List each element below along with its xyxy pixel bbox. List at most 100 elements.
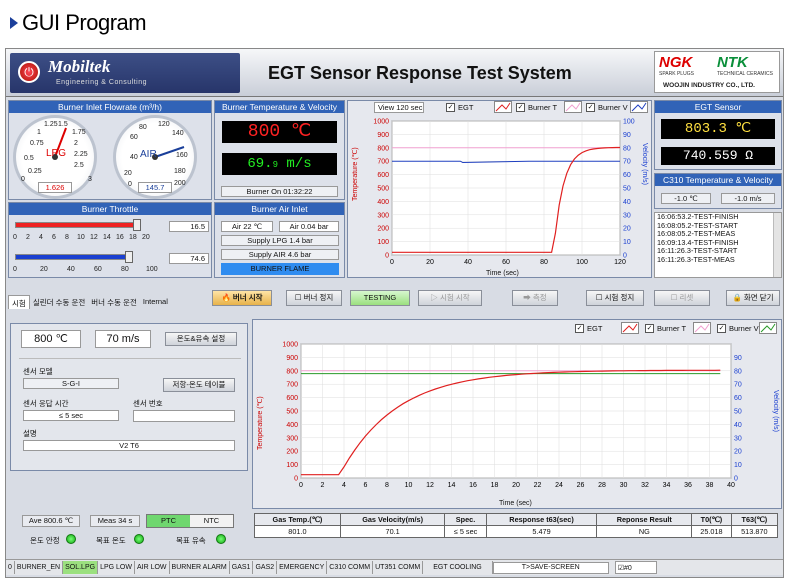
throttle-slider-1[interactable] [15, 222, 141, 228]
lpg-gauge: 0.25 0.5 0.75 1 1.25 1.5 1.75 2 2.25 2.5… [13, 115, 97, 199]
air-tick: 60 [130, 134, 138, 141]
throttle-tick: 100 [146, 266, 158, 273]
throttle-tick: 60 [94, 266, 102, 273]
test-start-label: 시험 시작 [439, 293, 470, 302]
x-tick-label: 40 [464, 259, 472, 266]
ptc-option[interactable]: PTC [147, 515, 190, 527]
flowrate-panel: Burner Inlet Flowrate (m³/h) 0.25 0.5 0.… [8, 100, 212, 200]
divider [19, 358, 241, 359]
play-icon: ▷ [430, 293, 438, 302]
power-icon[interactable]: ⏻ [18, 61, 40, 83]
company-name: WOOJIN INDUSTRY CO., LTD. [663, 82, 755, 89]
supply-air: Supply AIR 4.6 bar [221, 249, 339, 260]
main-burner-v-checkbox[interactable]: ✓ [717, 324, 726, 333]
status-item: BURNER_EN [15, 561, 64, 574]
y2-tick-label: 30 [734, 435, 742, 442]
ngk-logo: NGK [659, 54, 693, 71]
resist-temp-table-button[interactable]: 저항-온도 테이블 [163, 378, 235, 392]
y-tick-label: 500 [286, 409, 298, 416]
measure-label: 측정 [532, 293, 547, 302]
lpg-gauge-dial [52, 127, 67, 160]
test-start-button[interactable]: ▷ 시험 시작 [418, 290, 482, 306]
x-tick-label: 60 [502, 259, 510, 266]
logo-bar: ⏻ Mobiltek Engineering & Consulting [10, 53, 240, 93]
y-tick-label: 800 [286, 368, 298, 375]
throttle-slider-1-handle[interactable] [133, 219, 141, 231]
burner-temp-title: Burner Temperature & Velocity [215, 101, 344, 113]
response-time-select[interactable]: ≤ 5 sec [23, 410, 119, 421]
x-tick-label: 20 [512, 482, 520, 489]
screen-close-label: 화면 닫기 [743, 293, 774, 302]
measure-time: Meas 34 s [90, 515, 140, 527]
target-velocity-field[interactable]: 70 m/s [95, 330, 151, 348]
y-tick-label: 300 [377, 212, 389, 219]
test-stop-button[interactable]: ☐ 시험 정지 [586, 290, 644, 306]
event-log[interactable]: 16:06:53.2-TEST-FINISH 16:08:05.2-TEST-S… [654, 212, 782, 278]
checkbox-icon: ☐ [670, 293, 678, 302]
tab-internal[interactable]: Internal [142, 297, 168, 306]
x-tick-label: 32 [641, 482, 649, 489]
top-chart-ylabel: Temperature (℃) [352, 147, 359, 201]
y2-tick-label: 60 [623, 172, 631, 179]
throttle-tick: 4 [39, 234, 43, 241]
y-tick-label: 200 [286, 449, 298, 456]
sensor-model-field[interactable]: S-G-I [23, 378, 119, 389]
log-scrollbar[interactable] [773, 213, 781, 277]
burner-start-button[interactable]: 🔥 버너 시작 [212, 290, 272, 306]
sensor-model-label: 센서 모델 [23, 367, 53, 376]
setup-panel: 800 ℃ 70 m/s 온도&유속 설정 센서 모델 S-G-I 저항-온도 … [10, 323, 248, 471]
view-range-select[interactable]: View 120 sec [374, 102, 424, 113]
description-field[interactable]: V2 T6 [23, 440, 235, 451]
measure-button[interactable]: ➡ 측정 [512, 290, 558, 306]
throttle-value-2[interactable]: 74.6 [169, 253, 209, 264]
ptc-ntc-toggle[interactable]: PTC NTC [146, 514, 234, 528]
average-temp: Ave 800.6 ℃ [22, 515, 80, 527]
air-tick: 180 [174, 168, 186, 175]
lpg-tick: 0.75 [30, 140, 44, 147]
top-chart: 0100200300400500600700800900100001020304… [373, 119, 634, 267]
tab-burner-manual[interactable]: 버너 수동 운전 [91, 298, 137, 307]
y2-tick-label: 40 [734, 422, 742, 429]
arrow-icon: ➡ [523, 293, 531, 302]
y2-tick-label: 20 [623, 226, 631, 233]
throttle-value-1[interactable]: 16.5 [169, 221, 209, 232]
air-inlet-title: Burner Air Inlet [215, 203, 344, 215]
reset-button[interactable]: ☐ 리셋 [654, 290, 710, 306]
egt-checkbox[interactable]: ✓ [446, 103, 455, 112]
ntc-option[interactable]: NTC [190, 515, 233, 527]
temp-stable-label: 온도 안정 [30, 536, 60, 545]
main-burner-t-checkbox[interactable]: ✓ [645, 324, 654, 333]
burner-temp-panel: Burner Temperature & Velocity 800 ℃ 69.9… [214, 100, 345, 200]
burner-velocity-display: 69.9 m/s [222, 153, 337, 175]
burner-v-checkbox[interactable]: ✓ [586, 103, 595, 112]
burner-t-checkbox[interactable]: ✓ [516, 103, 525, 112]
main-egt-checkbox[interactable]: ✓ [575, 324, 584, 333]
throttle-slider-2[interactable] [15, 254, 129, 260]
egt-series [301, 369, 721, 476]
set-temp-velocity-button[interactable]: 온도&유속 설정 [165, 332, 237, 346]
status-item: LPG LOW [98, 561, 135, 574]
x-tick-label: 30 [620, 482, 628, 489]
tab-cylinder-manual[interactable]: 실린더 수동 운전 [32, 298, 86, 307]
throttle-slider-2-handle[interactable] [125, 251, 133, 263]
legend-egt-swatch [494, 101, 512, 113]
target-temp-field[interactable]: 800 ℃ [21, 330, 81, 348]
results-cell: 801.0 [254, 525, 341, 538]
screen-close-button[interactable]: 🔒 화면 닫기 [726, 290, 780, 306]
x-tick-label: 6 [364, 482, 368, 489]
throttle-tick: 2 [26, 234, 30, 241]
lpg-tick: 1.25 [44, 121, 58, 128]
main-legend-egt: EGT [587, 324, 603, 333]
x-tick-label: 28 [598, 482, 606, 489]
main-legend-burner-v: Burner V [729, 324, 759, 333]
throttle-tick: 6 [52, 234, 56, 241]
serial-number-field[interactable] [133, 410, 235, 422]
y2-tick-label: 60 [734, 395, 742, 402]
lpg-tick: 2.5 [74, 162, 84, 169]
x-tick-label: 100 [576, 259, 588, 266]
burner-stop-button[interactable]: ☐ 버너 정지 [286, 290, 342, 306]
supply-lpg: Supply LPG 1.4 bar [221, 235, 339, 246]
c310-panel: C310 Temperature & Velocity -1.0 ℃ -1.0 … [654, 173, 782, 209]
air-tick: 40 [130, 154, 138, 161]
tab-test[interactable]: 시험 [8, 295, 30, 309]
